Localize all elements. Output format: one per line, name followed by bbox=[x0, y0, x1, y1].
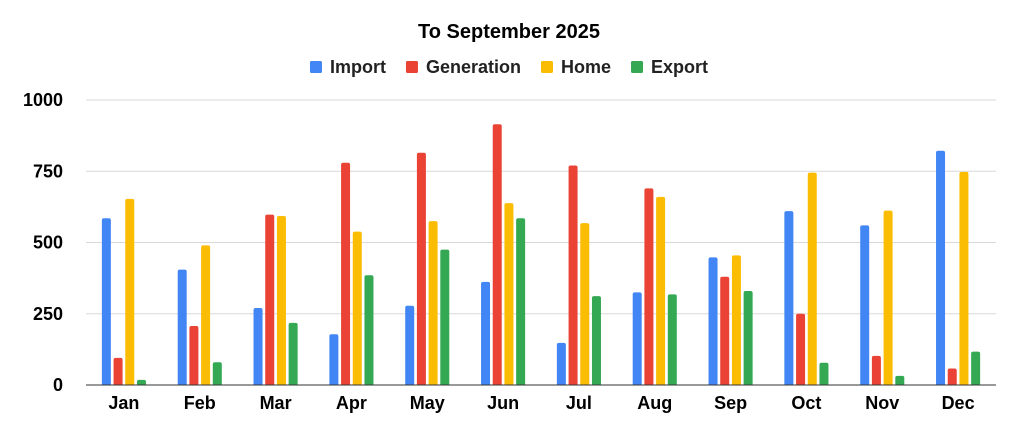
legend-swatch bbox=[309, 61, 322, 73]
bar-generation-dec bbox=[947, 368, 957, 385]
bar-generation-jul bbox=[568, 165, 578, 385]
bar-export-may bbox=[440, 249, 450, 385]
x-tick-label: Jan bbox=[108, 393, 139, 413]
legend-label: Import bbox=[330, 57, 386, 77]
chart-legend: Import Generation Home Export bbox=[309, 57, 708, 77]
x-tick-label: Jun bbox=[487, 393, 519, 413]
bar-home-nov bbox=[883, 210, 893, 385]
x-tick-label: Aug bbox=[637, 393, 672, 413]
y-tick-label: 500 bbox=[33, 233, 63, 253]
chart-bars bbox=[101, 124, 981, 385]
bar-export-oct bbox=[819, 362, 829, 385]
bar-import-sep bbox=[708, 257, 718, 385]
legend-item-home: Home bbox=[541, 57, 611, 77]
bar-import-jul bbox=[556, 342, 566, 385]
bar-generation-oct bbox=[796, 313, 806, 385]
y-tick-label: 1000 bbox=[23, 90, 63, 110]
legend-label: Export bbox=[651, 57, 708, 77]
bar-generation-feb bbox=[189, 326, 199, 385]
bar-home-may bbox=[428, 221, 438, 385]
bar-home-oct bbox=[807, 172, 817, 385]
x-tick-label: Apr bbox=[336, 393, 367, 413]
legend-swatch bbox=[541, 61, 553, 73]
chart-gridlines bbox=[86, 99, 996, 315]
x-tick-label: Feb bbox=[184, 393, 216, 413]
bar-home-mar bbox=[276, 215, 286, 385]
x-axis-ticks: Jan Feb Mar Apr May Jun Jul Aug Sep Oct Nov Dec bbox=[108, 393, 974, 413]
y-tick-label: 250 bbox=[33, 304, 63, 324]
y-tick-label: 0 bbox=[53, 375, 63, 395]
bar-home-jul bbox=[580, 223, 590, 385]
bar-export-apr bbox=[364, 275, 374, 385]
bar-export-nov bbox=[895, 375, 905, 385]
legend-label: Home bbox=[561, 57, 611, 77]
x-tick-label: May bbox=[410, 393, 445, 413]
bar-import-apr bbox=[329, 334, 339, 385]
legend-swatch bbox=[405, 61, 418, 73]
legend-item-generation: Generation bbox=[405, 57, 521, 77]
bar-import-dec bbox=[936, 150, 946, 385]
bar-export-jun bbox=[516, 218, 526, 385]
x-tick-label: Nov bbox=[865, 393, 899, 413]
bar-generation-jan bbox=[113, 357, 123, 385]
x-tick-label: Oct bbox=[791, 393, 821, 413]
bar-home-sep bbox=[731, 255, 741, 385]
bar-home-feb bbox=[201, 245, 211, 385]
bar-generation-jun bbox=[492, 124, 502, 385]
bar-generation-apr bbox=[341, 162, 351, 385]
bar-export-dec bbox=[971, 351, 981, 385]
bar-generation-mar bbox=[265, 214, 275, 385]
bar-generation-sep bbox=[720, 276, 730, 385]
y-axis-ticks: 0 250 500 750 1000 bbox=[23, 90, 63, 395]
bar-import-may bbox=[405, 305, 415, 385]
chart-title: To September 2025 bbox=[418, 21, 600, 43]
x-tick-label: Dec bbox=[942, 393, 975, 413]
bar-home-aug bbox=[656, 196, 666, 385]
bar-import-mar bbox=[253, 308, 263, 385]
bar-import-oct bbox=[784, 211, 794, 385]
bar-home-jan bbox=[125, 198, 135, 385]
bar-generation-aug bbox=[644, 188, 654, 385]
bar-home-apr bbox=[352, 231, 362, 385]
bar-export-jul bbox=[591, 296, 601, 385]
bar-home-jun bbox=[504, 203, 514, 385]
x-tick-label: Jul bbox=[566, 393, 592, 413]
bar-home-dec bbox=[959, 171, 969, 385]
bar-export-feb bbox=[212, 362, 222, 385]
bar-import-jan bbox=[101, 218, 111, 385]
bar-import-feb bbox=[177, 269, 187, 385]
legend-swatch bbox=[631, 61, 644, 73]
y-tick-label: 750 bbox=[33, 161, 63, 181]
x-tick-label: Mar bbox=[260, 393, 292, 413]
bar-import-aug bbox=[632, 292, 642, 385]
bar-export-mar bbox=[288, 322, 298, 385]
legend-label: Generation bbox=[426, 57, 521, 77]
bar-generation-nov bbox=[871, 355, 881, 385]
legend-item-import: Import bbox=[309, 57, 386, 77]
bar-export-aug bbox=[667, 294, 677, 385]
bar-export-jan bbox=[136, 379, 146, 385]
legend-item-export: Export bbox=[631, 57, 708, 77]
bar-generation-may bbox=[416, 152, 426, 385]
bar-import-nov bbox=[860, 225, 870, 385]
bar-import-jun bbox=[481, 281, 491, 385]
bar-export-sep bbox=[743, 290, 753, 385]
x-tick-label: Sep bbox=[714, 393, 747, 413]
